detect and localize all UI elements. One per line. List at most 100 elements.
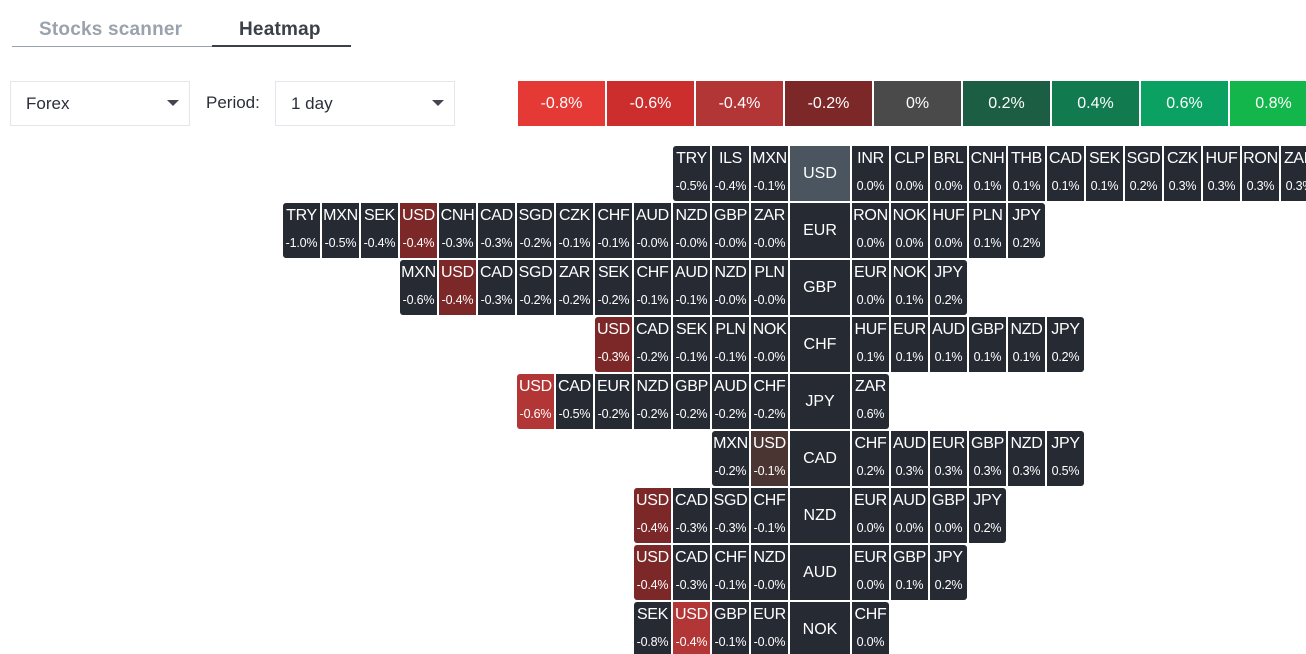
market-select[interactable]: Forex <box>10 81 190 126</box>
base-currency[interactable]: CAD <box>790 431 850 486</box>
period-select[interactable]: 1 day <box>275 81 455 126</box>
pair-cell[interactable]: CAD -0.5% <box>556 374 593 429</box>
pair-cell[interactable]: CAD -0.3% <box>478 203 515 258</box>
pair-cell[interactable]: CHF 0.2% <box>852 431 889 486</box>
pair-cell[interactable]: JPY 0.2% <box>969 488 1006 543</box>
pair-cell[interactable]: NOK -0.0% <box>751 317 788 372</box>
base-currency[interactable]: CHF <box>790 317 850 372</box>
pair-cell[interactable]: GBP 0.1% <box>969 317 1006 372</box>
pair-cell[interactable]: CHF -0.1% <box>712 545 749 600</box>
pair-cell[interactable]: GBP 0.3% <box>969 431 1006 486</box>
pair-cell[interactable]: EUR 0.3% <box>930 431 967 486</box>
pair-cell[interactable]: CHF -0.1% <box>634 260 671 315</box>
pair-cell[interactable]: GBP -0.1% <box>712 602 749 654</box>
pair-cell[interactable]: SEK -0.1% <box>673 317 710 372</box>
pair-cell[interactable]: NZD 0.3% <box>1008 431 1045 486</box>
pair-cell[interactable]: JPY 0.2% <box>930 545 967 600</box>
pair-cell[interactable]: PLN -0.0% <box>751 260 788 315</box>
pair-cell[interactable]: MXN -0.1% <box>751 146 788 201</box>
pair-cell[interactable]: CHF -0.1% <box>595 203 632 258</box>
pair-cell[interactable]: CAD -0.2% <box>634 317 671 372</box>
pair-cell[interactable]: USD -0.4% <box>634 545 671 600</box>
pair-cell[interactable]: SGD -0.2% <box>517 260 554 315</box>
base-currency[interactable]: USD <box>790 146 850 201</box>
pair-cell[interactable]: RON 0.3% <box>1242 146 1279 201</box>
pair-cell[interactable]: NZD -0.2% <box>634 374 671 429</box>
pair-cell[interactable]: HUF 0.3% <box>1203 146 1240 201</box>
pair-cell[interactable]: JPY 0.2% <box>930 260 967 315</box>
pair-cell[interactable]: ILS -0.4% <box>712 146 749 201</box>
pair-cell[interactable]: PLN -0.1% <box>712 317 749 372</box>
pair-cell[interactable]: GBP 0.1% <box>891 545 928 600</box>
pair-cell[interactable]: CAD -0.3% <box>673 545 710 600</box>
pair-cell[interactable]: GBP 0.0% <box>930 488 967 543</box>
pair-cell[interactable]: CNH -0.3% <box>439 203 476 258</box>
tab-heatmap[interactable]: Heatmap <box>239 19 321 40</box>
pair-cell[interactable]: RON 0.0% <box>852 203 889 258</box>
pair-cell[interactable]: JPY 0.2% <box>1008 203 1045 258</box>
pair-cell[interactable]: SGD -0.3% <box>712 488 749 543</box>
pair-cell[interactable]: AUD -0.1% <box>673 260 710 315</box>
pair-cell[interactable]: TRY -1.0% <box>283 203 320 258</box>
pair-cell[interactable]: SEK 0.1% <box>1086 146 1123 201</box>
base-currency[interactable]: EUR <box>790 203 850 258</box>
pair-cell[interactable]: AUD 0.0% <box>891 488 928 543</box>
pair-cell[interactable]: CLP 0.0% <box>891 146 928 201</box>
pair-cell[interactable]: GBP -0.0% <box>712 203 749 258</box>
pair-cell[interactable]: MXN -0.2% <box>712 431 749 486</box>
pair-cell[interactable]: USD -0.4% <box>634 488 671 543</box>
base-currency[interactable]: AUD <box>790 545 850 600</box>
pair-cell[interactable]: NZD -0.0% <box>712 260 749 315</box>
pair-cell[interactable]: ZAR -0.0% <box>751 203 788 258</box>
base-currency[interactable]: JPY <box>790 374 850 429</box>
pair-cell[interactable]: AUD 0.1% <box>930 317 967 372</box>
pair-cell[interactable]: USD -0.4% <box>400 203 437 258</box>
pair-cell[interactable]: CAD -0.3% <box>673 488 710 543</box>
pair-cell[interactable]: HUF 0.0% <box>930 203 967 258</box>
pair-cell[interactable]: MXN -0.6% <box>400 260 437 315</box>
pair-cell[interactable]: CHF -0.2% <box>751 374 788 429</box>
tab-stocks-scanner[interactable]: Stocks scanner <box>39 19 183 40</box>
pair-cell[interactable]: SEK -0.8% <box>634 602 671 654</box>
pair-cell[interactable]: USD -0.4% <box>439 260 476 315</box>
pair-cell[interactable]: USD -0.6% <box>517 374 554 429</box>
pair-cell[interactable]: USD -0.1% <box>751 431 788 486</box>
pair-cell[interactable]: ZAR -0.2% <box>556 260 593 315</box>
pair-cell[interactable]: GBP -0.2% <box>673 374 710 429</box>
pair-cell[interactable]: USD -0.4% <box>673 602 710 654</box>
pair-cell[interactable]: EUR 0.1% <box>891 317 928 372</box>
pair-cell[interactable]: EUR 0.0% <box>852 545 889 600</box>
pair-cell[interactable]: CZK 0.3% <box>1164 146 1201 201</box>
pair-cell[interactable]: BRL 0.0% <box>930 146 967 201</box>
pair-cell[interactable]: NZD -0.0% <box>751 545 788 600</box>
pair-cell[interactable]: EUR -0.2% <box>595 374 632 429</box>
pair-cell[interactable]: JPY 0.5% <box>1047 431 1084 486</box>
pair-cell[interactable]: AUD 0.3% <box>891 431 928 486</box>
pair-cell[interactable]: EUR 0.0% <box>852 488 889 543</box>
pair-cell[interactable]: JPY 0.2% <box>1047 317 1084 372</box>
pair-cell[interactable]: USD -0.3% <box>595 317 632 372</box>
base-currency[interactable]: NOK <box>790 602 850 654</box>
pair-cell[interactable]: ZAR 0.6% <box>852 374 889 429</box>
pair-cell[interactable]: CAD 0.1% <box>1047 146 1084 201</box>
pair-cell[interactable]: CHF 0.0% <box>852 602 889 654</box>
pair-cell[interactable]: HUF 0.1% <box>852 317 889 372</box>
pair-cell[interactable]: AUD -0.2% <box>712 374 749 429</box>
base-currency[interactable]: NZD <box>790 488 850 543</box>
pair-cell[interactable]: SGD 0.2% <box>1125 146 1162 201</box>
pair-cell[interactable]: NOK 0.0% <box>891 203 928 258</box>
pair-cell[interactable]: PLN 0.1% <box>969 203 1006 258</box>
pair-cell[interactable]: MXN -0.5% <box>322 203 359 258</box>
pair-cell[interactable]: NZD 0.1% <box>1008 317 1045 372</box>
pair-cell[interactable]: CNH 0.1% <box>969 146 1006 201</box>
pair-cell[interactable]: INR 0.0% <box>852 146 889 201</box>
pair-cell[interactable]: CHF -0.1% <box>751 488 788 543</box>
base-currency[interactable]: GBP <box>790 260 850 315</box>
pair-cell[interactable]: EUR -0.0% <box>751 602 788 654</box>
pair-cell[interactable]: SGD -0.2% <box>517 203 554 258</box>
pair-cell[interactable]: SEK -0.2% <box>595 260 632 315</box>
pair-cell[interactable]: SEK -0.4% <box>361 203 398 258</box>
pair-cell[interactable]: TRY -0.5% <box>673 146 710 201</box>
pair-cell[interactable]: NZD -0.0% <box>673 203 710 258</box>
pair-cell[interactable]: ZAR 0.3% <box>1281 146 1306 201</box>
